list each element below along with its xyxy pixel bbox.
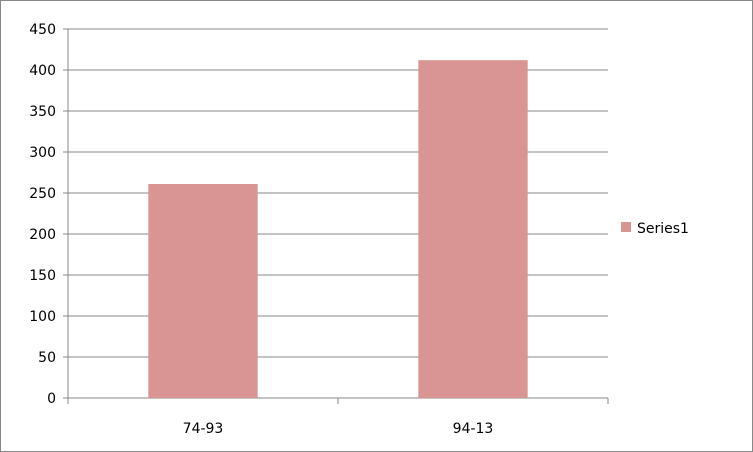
y-tick-label: 50 — [38, 350, 56, 366]
y-tick-label: 150 — [29, 268, 56, 284]
y-tick-label: 300 — [29, 145, 56, 161]
y-tick-label: 450 — [29, 22, 56, 38]
y-tick-label: 350 — [29, 104, 56, 120]
y-tick-label: 100 — [29, 309, 56, 325]
y-tick-label: 200 — [29, 227, 56, 243]
y-tick-label: 0 — [47, 391, 56, 407]
bar — [418, 60, 528, 398]
x-tick-label: 94-13 — [453, 421, 494, 437]
y-tick-label: 400 — [29, 63, 56, 79]
legend-swatch — [621, 222, 631, 232]
x-tick-label: 74-93 — [183, 421, 224, 437]
bar — [148, 183, 258, 398]
y-tick-label: 250 — [29, 186, 56, 202]
legend-label: Series1 — [637, 221, 689, 237]
